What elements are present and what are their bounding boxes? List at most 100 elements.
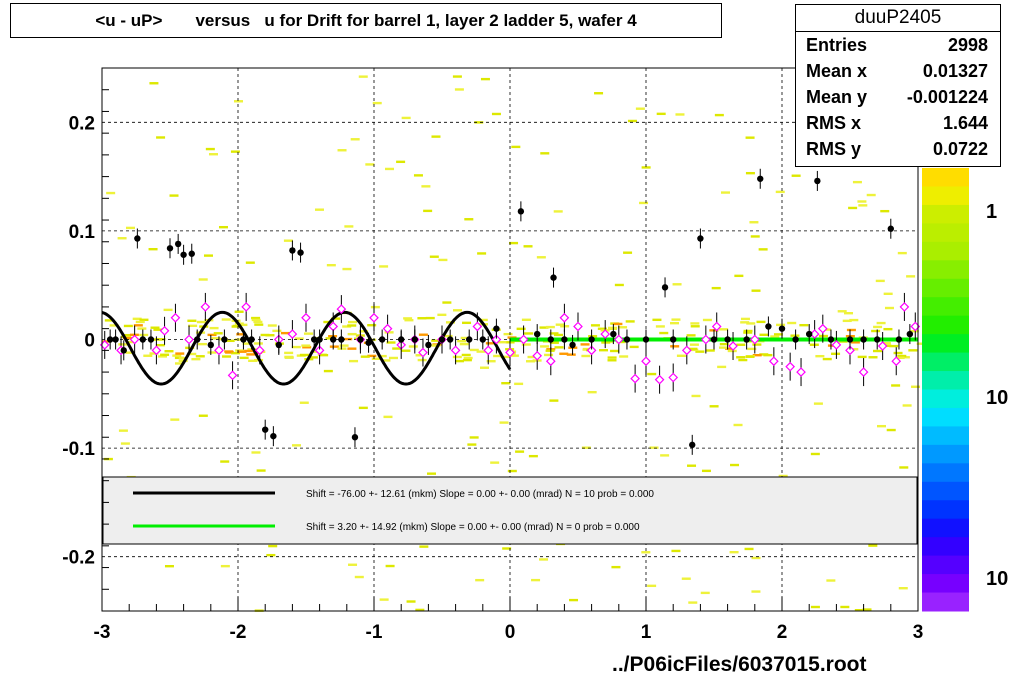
density-cell [659,331,669,335]
magenta-point [858,367,869,377]
black-point [357,336,364,343]
density-cell [886,428,896,432]
density-cell [883,327,893,331]
black-point [610,330,617,338]
density-cell [709,405,719,408]
density-cell [251,316,261,320]
black-point [180,251,187,258]
density-cell [850,341,860,344]
density-cell [367,354,377,358]
density-cell [581,354,591,358]
density-cell [588,335,598,338]
black-point [895,336,903,343]
density-cell [454,359,464,363]
density-cell [118,343,128,346]
density-cell [474,121,484,124]
stat-entries: Entries 2998 [806,35,988,55]
density-cell [681,577,691,580]
density-cell [553,333,563,337]
magenta-point [891,356,902,367]
density-cell [752,343,762,346]
density-cell [880,209,890,213]
density-cell [460,336,470,340]
density-cell [109,324,119,327]
density-cell [849,318,859,322]
density-cell [251,318,261,322]
density-cell [897,354,907,358]
density-cell [876,321,886,325]
black-point [860,336,867,343]
magenta-point [369,312,379,323]
palette-cell [922,555,969,575]
density-cell [852,180,862,184]
density-cell [150,326,160,329]
density-cell [734,274,744,278]
density-cell [625,320,635,323]
black-point [697,235,704,242]
density-cell [266,553,276,557]
density-cell [773,333,783,336]
magenta-point [817,323,828,334]
black-point [479,336,486,343]
density-cell [220,564,230,568]
density-cell [299,401,309,404]
density-cell [175,352,185,355]
stat-mean-x: Mean x 0.01327 [806,61,988,81]
density-cell [871,329,881,333]
black-point [887,225,894,232]
density-cell [125,226,135,230]
black-point [550,274,557,281]
magenta-point [532,350,543,361]
density-cell [516,327,526,331]
density-cell [272,329,282,333]
magenta-point [728,341,738,351]
black-point [310,336,318,343]
density-cell [790,334,800,337]
density-cell [283,239,293,242]
density-cell [325,337,335,340]
density-cell [690,325,700,328]
density-cell [587,390,597,394]
density-cell [125,351,135,354]
density-cell [554,346,564,349]
density-cell [143,354,153,357]
palette-cell [922,444,969,464]
palette-cell [922,168,969,187]
black-point [425,341,432,349]
magenta-point [254,345,265,356]
density-cell [675,113,685,116]
density-cell [524,332,534,335]
density-cell [267,324,277,327]
density-cell [647,372,657,376]
density-cell [294,337,304,340]
density-cell [379,598,389,601]
density-cell [344,225,354,228]
density-cell [347,332,357,336]
stat-rms-x: RMS x 1.644 [806,113,988,133]
magenta-point [681,345,692,356]
density-cell [337,149,347,152]
density-cell [655,325,665,328]
black-series [106,168,914,455]
density-cell [328,335,338,338]
density-cell [511,145,521,149]
magenta-point [654,374,665,385]
density-cell [211,337,221,340]
density-cell [209,326,219,330]
density-cell [514,382,524,386]
black-point [112,336,119,343]
density-cell [883,292,893,296]
density-cell [842,319,852,323]
black-point [623,336,631,343]
density-cell [170,418,180,421]
x-tick-label: -3 [94,622,111,643]
black-point [207,341,214,349]
density-cell [242,342,252,345]
density-cell [384,331,394,334]
magenta-point [382,323,393,334]
density-cell [302,346,312,349]
density-cell [149,352,159,355]
histogram-title: <u - uP> versus u for Drift for barrel 1… [10,3,722,38]
density-cell [837,310,847,313]
density-cell [527,355,537,359]
